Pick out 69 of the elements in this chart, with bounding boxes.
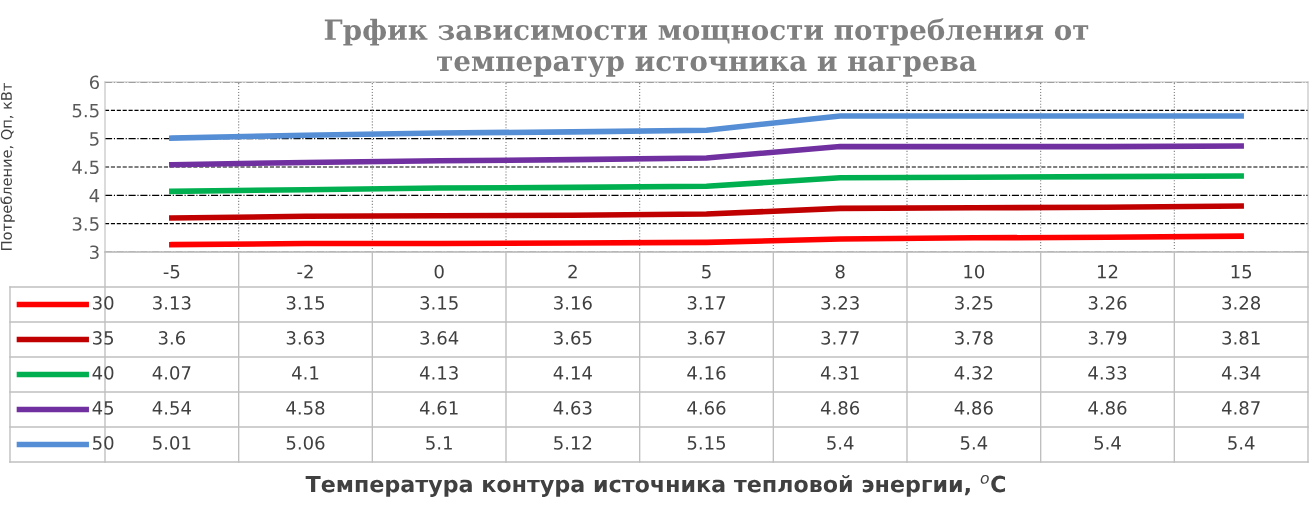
data-label: 4.16: [687, 366, 726, 380]
x-tick-label: 0: [434, 264, 444, 279]
data-label: 3.15: [286, 296, 325, 310]
x-tick-label: 5: [702, 265, 711, 279]
data-label: 3.15: [420, 296, 458, 310]
y-tick-label: 5: [90, 132, 99, 146]
x-tick-label: 12: [1098, 264, 1118, 279]
x-tick-label: -5: [163, 265, 180, 279]
data-label: 3.81: [1222, 331, 1260, 345]
data-label: 4.58: [286, 401, 325, 415]
data-label: 3.79: [1088, 331, 1127, 345]
data-label: 3.67: [687, 331, 726, 345]
legend-label: 40: [92, 366, 114, 380]
data-label: 3.28: [1222, 296, 1261, 310]
data-label: 5.4: [960, 436, 988, 450]
legend-label: 30: [93, 296, 114, 310]
legend-label: 45: [92, 401, 114, 415]
y-tick-label: 3: [90, 245, 99, 260]
data-label: 4.86: [820, 401, 860, 415]
data-label: 4.33: [1088, 366, 1127, 380]
legend-label: 50: [93, 436, 114, 450]
chart-title: Грфик зависимости мощности потребления от температур источника и нагрева: [324, 18, 1089, 78]
x-tick-label: 15: [1231, 265, 1252, 279]
data-label: 4.31: [820, 366, 859, 380]
data-label: 3.65: [554, 331, 592, 345]
text: Температура контура источника тепловой энергии, $^{o}$C: [305, 474, 1006, 497]
data-label: 3.63: [286, 331, 325, 345]
data-label: 4.34: [1221, 366, 1261, 380]
data-label: 4.1: [292, 366, 319, 380]
data-label: 5.4: [827, 436, 854, 450]
data-label: 4.86: [954, 401, 993, 415]
data-label: 4.87: [1221, 401, 1260, 415]
data-label: 4.14: [553, 366, 592, 380]
data-label: 3.64: [420, 331, 459, 345]
y-tick-label: 4: [89, 189, 100, 203]
data-label: 4.63: [553, 401, 592, 415]
data-label: 4.86: [1088, 401, 1127, 415]
data-label: 3.25: [955, 296, 993, 310]
y-tick-label: 3.5: [72, 217, 99, 231]
data-label: 5.06: [286, 436, 325, 450]
x-tick-label: 10: [964, 264, 985, 279]
data-label: 5.1: [426, 436, 452, 450]
data-label: 4.66: [687, 401, 726, 415]
data-label: 3.16: [554, 296, 592, 310]
data-label: 3.26: [1088, 296, 1127, 310]
data-label: 5.4: [1228, 436, 1255, 450]
data-label: 5.01: [153, 436, 191, 450]
y-tick-label: 6: [89, 75, 99, 90]
data-label: 3.17: [687, 296, 726, 310]
data-label: 5.15: [687, 436, 726, 450]
data-label: 3.23: [821, 296, 859, 310]
data-label: 3.77: [821, 331, 859, 345]
data-label: 3.13: [153, 296, 191, 310]
y-tick-label: 4.5: [72, 160, 99, 175]
x-tick-label: -2: [297, 264, 313, 279]
data-label: 4.54: [152, 401, 191, 415]
data-label: 5.4: [1094, 436, 1121, 450]
x-tick-label: 8: [835, 264, 845, 279]
y-axis-title: Потребление, Qп, кВт: [0, 83, 15, 250]
data-label: 4.13: [419, 366, 458, 380]
data-label: 5.12: [554, 436, 592, 450]
x-tick-label: 2: [568, 264, 577, 279]
data-label: 3.6: [158, 331, 186, 345]
y-tick-label: 5.5: [72, 104, 99, 118]
legend-label: 35: [93, 331, 114, 345]
data-label: 3.78: [955, 331, 993, 345]
data-label: 4.07: [152, 366, 191, 380]
data-label: 4.32: [954, 366, 993, 380]
data-label: 4.61: [419, 401, 458, 415]
